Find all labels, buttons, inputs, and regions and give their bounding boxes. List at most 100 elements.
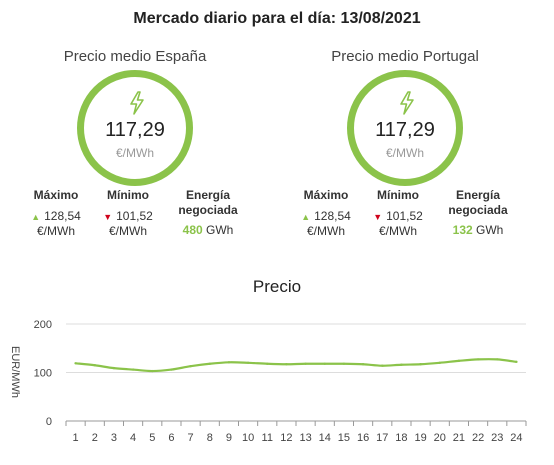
x-tick-label: 8	[207, 432, 213, 444]
chart-grid	[66, 323, 526, 422]
min-value: 101,52	[386, 209, 423, 223]
energy-unit: GWh	[206, 223, 234, 237]
x-tick-label: 9	[226, 432, 232, 444]
min-label: Mínimo	[107, 188, 149, 202]
energy-label-line2: negociada	[448, 203, 508, 217]
min-label: Mínimo	[377, 188, 419, 202]
data-point	[381, 364, 384, 367]
data-point	[112, 366, 116, 370]
down-triangle-icon: ▼	[373, 212, 383, 222]
up-triangle-icon: ▲	[301, 212, 311, 222]
x-tick-label: 17	[376, 432, 388, 444]
min-unit: €/MWh	[108, 224, 147, 238]
data-point	[266, 362, 269, 365]
max-stat: Máximo ▲ 128,54 €/MWh	[22, 188, 90, 238]
max-stat: Máximo ▲ 128,54 €/MWh	[292, 188, 360, 238]
data-point	[342, 362, 346, 365]
min-stat: Mínimo ▼ 101,52 €/MWh	[367, 188, 429, 238]
x-tick-label: 21	[453, 432, 465, 444]
data-point	[151, 369, 154, 373]
min-stat: Mínimo ▼ 101,52 €/MWh	[97, 188, 159, 238]
price-unit: €/MWh	[115, 146, 154, 160]
y-tick-label: 200	[34, 319, 52, 331]
energy-label-line2: negociada	[178, 203, 238, 217]
data-point	[131, 368, 135, 371]
data-point	[361, 363, 365, 366]
data-point	[515, 360, 518, 364]
price-ring: 117,29 €/MWh	[347, 70, 463, 186]
y-axis-ticks: 0 100 200	[34, 319, 52, 428]
data-point	[476, 358, 480, 361]
average-price: 117,29	[105, 119, 165, 141]
data-point	[93, 364, 96, 367]
x-tick-label: 19	[414, 432, 426, 444]
data-point	[285, 363, 288, 366]
x-tick-label: 14	[319, 432, 331, 444]
data-point	[227, 361, 231, 364]
data-point	[246, 361, 250, 364]
max-unit: €/MWh	[36, 224, 75, 238]
x-tick-label: 11	[262, 432, 273, 444]
lightning-icon	[130, 91, 144, 115]
panel-spain: Precio medio España 117,29 €/MWh Máximo …	[0, 46, 270, 246]
max-label: Máximo	[33, 188, 79, 202]
data-point	[74, 362, 77, 365]
x-tick-label: 13	[299, 432, 311, 444]
energy-value: 480	[182, 223, 203, 237]
x-tick-label: 4	[130, 432, 136, 444]
x-tick-label: 20	[434, 432, 446, 444]
energy-unit: GWh	[476, 223, 504, 237]
x-tick-label: 12	[280, 432, 292, 444]
page-title: Mercado diario para el día: 13/08/2021	[133, 10, 421, 27]
panel-title: Precio medio España	[63, 48, 207, 65]
x-tick-label: 1	[73, 432, 79, 444]
x-tick-label: 6	[168, 432, 174, 444]
x-tick-label: 2	[92, 432, 98, 444]
x-tick-label: 22	[472, 432, 484, 444]
data-point	[189, 364, 192, 368]
energy-stat: Energía negociada 480 GWh	[168, 188, 248, 237]
data-point	[419, 363, 422, 366]
min-value: 101,52	[116, 209, 153, 223]
chart-title: Precio	[252, 277, 302, 296]
energy-label-line1: Energía	[455, 188, 500, 202]
x-tick-label: 15	[338, 432, 350, 444]
data-point	[170, 368, 173, 371]
energy-stat: Energía negociada 132 GWh	[438, 188, 518, 237]
data-point	[323, 362, 326, 365]
max-unit: €/MWh	[306, 224, 345, 238]
max-label: Máximo	[303, 188, 349, 202]
price-ring: 117,29 €/MWh	[77, 70, 193, 186]
max-value: 128,54	[314, 209, 351, 223]
x-tick-label: 3	[111, 432, 117, 444]
y-tick-label: 100	[34, 368, 52, 380]
data-point	[438, 361, 441, 364]
down-triangle-icon: ▼	[103, 212, 113, 222]
x-tick-label: 23	[491, 432, 503, 444]
x-tick-label: 7	[188, 432, 194, 444]
energy-value: 132	[452, 223, 473, 237]
price-series-line	[75, 358, 517, 373]
y-tick-label: 0	[46, 416, 52, 428]
max-value: 128,54	[44, 209, 81, 223]
average-price: 117,29	[375, 119, 435, 141]
x-tick-label: 24	[510, 432, 522, 444]
price-points	[74, 358, 518, 373]
data-point	[496, 358, 499, 361]
min-unit: €/MWh	[378, 224, 417, 238]
panel-portugal: Precio medio Portugal 117,29 €/MWh Máxim…	[270, 46, 540, 246]
up-triangle-icon: ▲	[31, 212, 41, 222]
x-tick-label: 10	[242, 432, 254, 444]
data-point	[304, 362, 307, 365]
x-axis-ticks: 1 2 3 4 5 6 7 8 9 10 11 12 13 14 15 16 17 18 19 20 21 22 23 24	[65, 421, 527, 444]
data-point	[457, 359, 461, 363]
data-point	[400, 363, 403, 366]
x-tick-label: 16	[357, 432, 369, 444]
energy-label-line1: Energía	[185, 188, 230, 202]
y-axis-label: EUR/MWh	[9, 346, 21, 398]
x-tick-label: 5	[149, 432, 155, 444]
data-point	[208, 362, 211, 365]
x-tick-label: 18	[395, 432, 407, 444]
price-unit: €/MWh	[385, 146, 424, 160]
